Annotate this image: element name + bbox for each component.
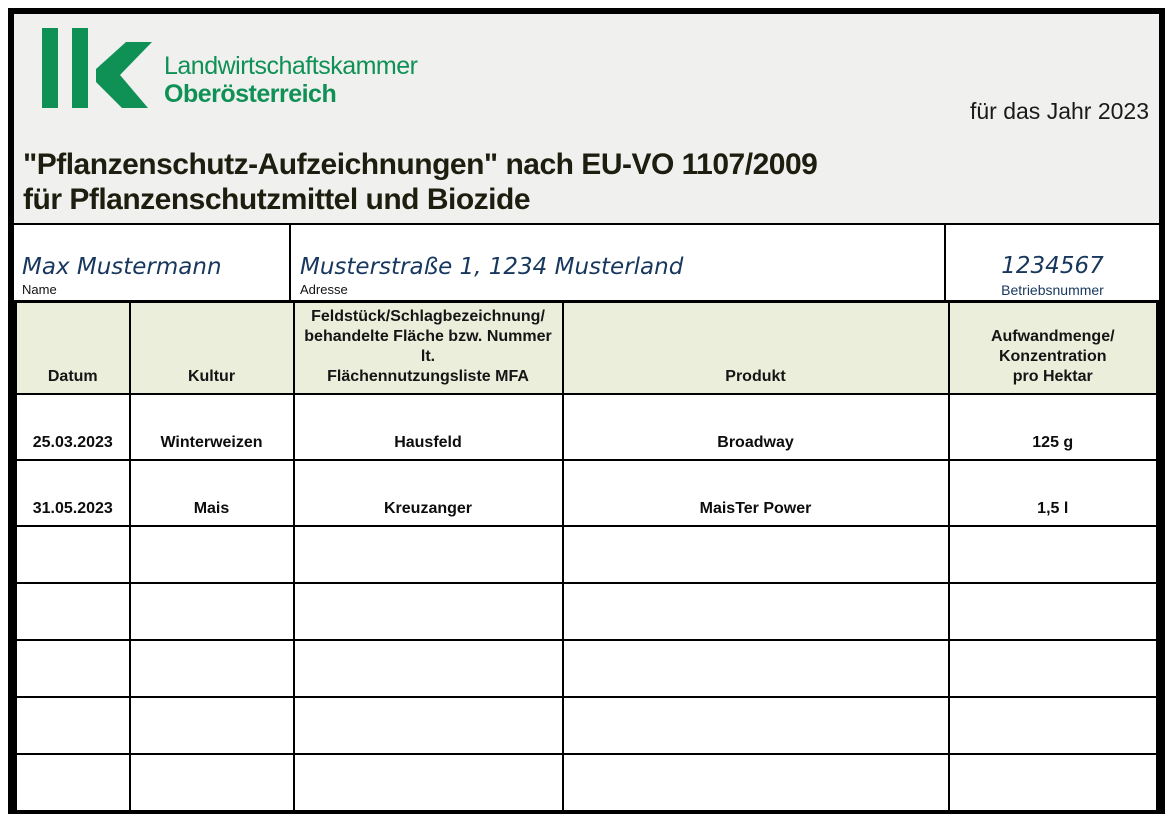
address-value[interactable]: Musterstraße 1, 1234 Musterland	[300, 254, 684, 281]
form-title-line2: für Pflanzenschutzmittel und Biozide	[23, 182, 531, 216]
cell-feldstueck[interactable]	[292, 639, 564, 698]
identity-row: Max Mustermann Name Musterstraße 1, 1234…	[14, 225, 1159, 300]
farm-number-label: Betriebsnummer	[1001, 281, 1104, 298]
table-row-empty	[14, 525, 1159, 584]
lk-monogram-icon	[42, 28, 152, 108]
form-title: "Pflanzenschutz-Aufzeichnungen" nach EU-…	[23, 148, 1023, 218]
cell-feldstueck[interactable]	[292, 696, 564, 755]
cell-aufwandmenge[interactable]	[947, 525, 1159, 584]
cell-datum[interactable]: 31.05.2023	[14, 459, 131, 527]
cell-aufwandmenge[interactable]	[947, 582, 1159, 641]
cell-kultur[interactable]: Mais	[128, 459, 295, 527]
records-table: Datum Kultur Feldstück/Schlagbezeichnung…	[14, 300, 1159, 813]
cell-aufwandmenge[interactable]	[947, 696, 1159, 755]
cell-datum[interactable]	[14, 696, 131, 755]
header-band: Landwirtschaftskammer Oberösterreich für…	[14, 14, 1159, 225]
lk-logo: Landwirtschaftskammer Oberösterreich	[42, 28, 418, 108]
address-label: Adresse	[300, 282, 348, 298]
year-label: für das Jahr 2023	[969, 98, 1149, 124]
logo-org-name: Landwirtschaftskammer	[164, 52, 418, 80]
farm-number-field[interactable]: 1234567 Betriebsnummer	[946, 225, 1159, 300]
cell-datum[interactable]	[14, 525, 131, 584]
table-row: 25.03.2023 Winterweizen Hausfeld Broadwa…	[14, 393, 1159, 461]
name-field[interactable]: Max Mustermann Name	[14, 225, 291, 300]
farm-number-value[interactable]: 1234567	[1001, 253, 1104, 280]
cell-produkt[interactable]	[561, 582, 950, 641]
header-produkt: Produkt	[561, 300, 950, 395]
cell-aufwandmenge[interactable]	[947, 639, 1159, 698]
cell-kultur[interactable]: Winterweizen	[128, 393, 295, 461]
cell-datum[interactable]	[14, 582, 131, 641]
cell-aufwandmenge[interactable]	[947, 753, 1159, 812]
cell-feldstueck[interactable]: Hausfeld	[292, 393, 564, 461]
cell-feldstueck[interactable]: Kreuzanger	[292, 459, 564, 527]
cell-kultur[interactable]	[128, 525, 295, 584]
cell-feldstueck[interactable]	[292, 582, 564, 641]
logo-org-region: Oberösterreich	[164, 80, 337, 108]
table-row-empty	[14, 753, 1159, 812]
header-datum: Datum	[14, 300, 131, 395]
form-frame: Landwirtschaftskammer Oberösterreich für…	[8, 8, 1165, 814]
table-header-row: Datum Kultur Feldstück/Schlagbezeichnung…	[14, 300, 1159, 395]
cell-datum[interactable]	[14, 753, 131, 812]
cell-produkt[interactable]	[561, 639, 950, 698]
cell-kultur[interactable]	[128, 696, 295, 755]
cell-kultur[interactable]	[128, 639, 295, 698]
cell-produkt[interactable]	[561, 753, 950, 812]
name-value[interactable]: Max Mustermann	[22, 254, 222, 281]
cell-produkt[interactable]: MaisTer Power	[561, 459, 950, 527]
header-aufwandmenge: Aufwandmenge/ Konzentration pro Hektar	[947, 300, 1159, 395]
lk-logo-text: Landwirtschaftskammer Oberösterreich	[164, 28, 418, 108]
header-kultur: Kultur	[128, 300, 295, 395]
header-feldstueck: Feldstück/Schlagbezeichnung/ behandelte …	[292, 300, 564, 395]
cell-datum[interactable]: 25.03.2023	[14, 393, 131, 461]
table-row: 31.05.2023 Mais Kreuzanger MaisTer Power…	[14, 459, 1159, 527]
address-field[interactable]: Musterstraße 1, 1234 Musterland Adresse	[291, 225, 946, 300]
cell-aufwandmenge[interactable]: 125 g	[947, 393, 1159, 461]
cell-kultur[interactable]	[128, 582, 295, 641]
cell-kultur[interactable]	[128, 753, 295, 812]
form-title-line1: "Pflanzenschutz-Aufzeichnungen" nach EU-…	[23, 148, 818, 181]
table-row-empty	[14, 639, 1159, 698]
table-row-empty	[14, 582, 1159, 641]
cell-datum[interactable]	[14, 639, 131, 698]
cell-produkt[interactable]	[561, 525, 950, 584]
cell-produkt[interactable]: Broadway	[561, 393, 950, 461]
cell-aufwandmenge[interactable]: 1,5 l	[947, 459, 1159, 527]
cell-feldstueck[interactable]	[292, 525, 564, 584]
table-row-empty	[14, 696, 1159, 755]
name-label: Name	[22, 282, 57, 298]
cell-produkt[interactable]	[561, 696, 950, 755]
cell-feldstueck[interactable]	[292, 753, 564, 812]
